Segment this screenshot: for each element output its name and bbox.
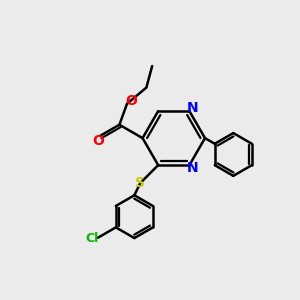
Text: S: S <box>135 176 145 190</box>
Text: O: O <box>125 94 137 108</box>
Text: O: O <box>93 134 104 148</box>
Text: N: N <box>187 101 199 115</box>
Text: Cl: Cl <box>86 232 99 245</box>
Text: N: N <box>187 161 199 175</box>
